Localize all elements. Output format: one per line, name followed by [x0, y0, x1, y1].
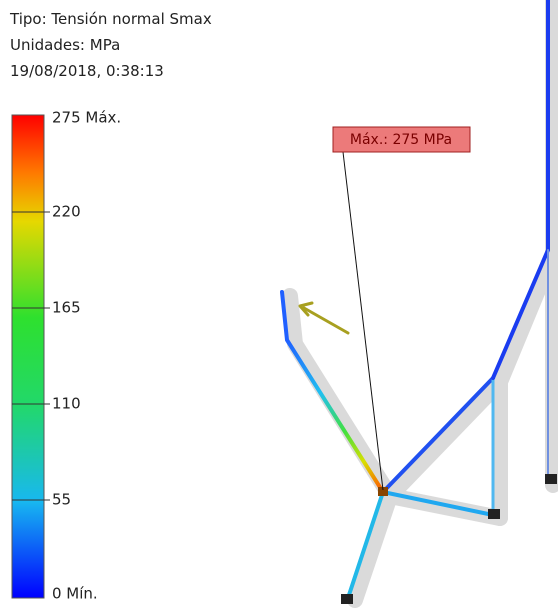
frame-member — [383, 378, 493, 492]
result-view: Tipo: Tensión normal Smax Unidades: MPa … — [0, 0, 558, 609]
support — [488, 509, 500, 519]
color-legend: 275 Máx. 220 165 110 55 0 Mín. — [12, 109, 121, 603]
support — [545, 474, 557, 484]
legend-label: 0 Mín. — [52, 585, 98, 603]
color-bar — [12, 115, 44, 598]
result-date: 19/08/2018, 0:38:13 — [10, 62, 164, 80]
result-type: Tipo: Tensión normal Smax — [9, 10, 212, 28]
result-units: Unidades: MPa — [10, 36, 120, 54]
legend-label: 220 — [52, 203, 81, 221]
legend-label: 275 Máx. — [52, 109, 121, 127]
callout-label: Máx.: 275 MPa — [350, 132, 452, 148]
model — [282, 0, 557, 604]
legend-label: 55 — [52, 491, 71, 509]
header: Tipo: Tensión normal Smax Unidades: MPa … — [9, 10, 212, 80]
load-arrow — [300, 303, 348, 333]
legend-label: 165 — [52, 299, 81, 317]
legend-label: 110 — [52, 395, 81, 413]
undeformed-shadow — [290, 0, 553, 600]
support — [341, 594, 353, 604]
